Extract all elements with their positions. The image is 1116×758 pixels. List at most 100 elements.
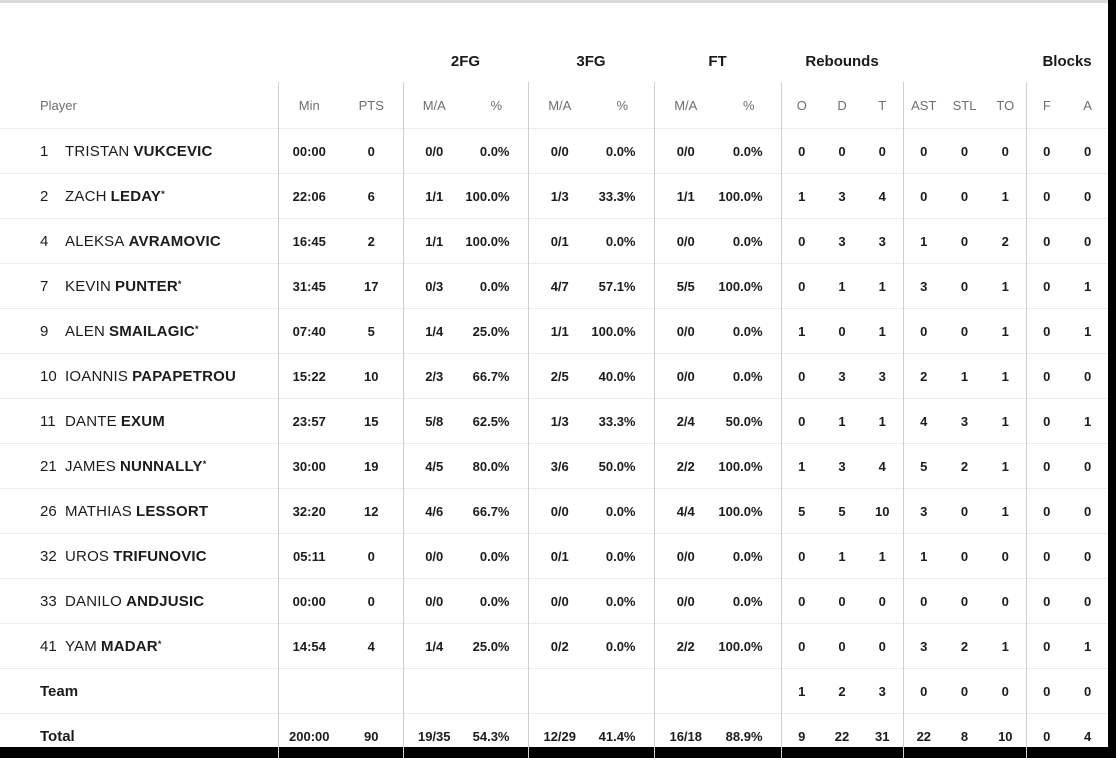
- blocks-for-cell: 0: [1026, 579, 1067, 624]
- turnovers-cell: 1: [985, 399, 1026, 444]
- rebound-total-cell: 4: [862, 444, 903, 489]
- fg2-percent-cell: 0.0%: [465, 264, 528, 309]
- blocks-against-cell: 0: [1067, 354, 1108, 399]
- rebound-total-cell: 1: [862, 399, 903, 444]
- turnovers-cell: 1: [985, 354, 1026, 399]
- minutes-cell: 14:54: [278, 624, 340, 669]
- fg2-percent-cell: 80.0%: [465, 444, 528, 489]
- rebound-defensive-cell: 0: [822, 624, 862, 669]
- ft-made-attempted-cell: 0/0: [654, 354, 717, 399]
- ft-percent-cell: 50.0%: [717, 399, 781, 444]
- blocks-against-cell: 1: [1067, 624, 1108, 669]
- player-last-name: SMAILAGIC: [109, 323, 195, 340]
- blocks-for-cell: 0: [1026, 534, 1067, 579]
- player-first-name: KEVIN: [65, 278, 111, 295]
- spacer: [0, 3, 278, 82]
- fg2-percent-cell: 0.0%: [465, 579, 528, 624]
- column-header-2fg-ma: M/A: [403, 82, 465, 129]
- rebound-defensive-cell: 3: [822, 444, 862, 489]
- rebound-offensive-cell: 0: [781, 579, 822, 624]
- ft-made-attempted-cell: 2/2: [654, 624, 717, 669]
- column-header-pts: PTS: [340, 82, 403, 129]
- ft-percent-cell: [717, 669, 781, 714]
- fg2-made-attempted-cell: 1/1: [403, 174, 465, 219]
- jersey-number: 21: [40, 458, 65, 475]
- jersey-number: 26: [40, 503, 65, 520]
- group-header-row: 2FG 3FG FT Rebounds Blocks: [0, 3, 1108, 82]
- rebound-offensive-cell: 0: [781, 219, 822, 264]
- fg3-made-attempted-cell: 12/29: [528, 714, 591, 758]
- ft-percent-cell: 0.0%: [717, 219, 781, 264]
- ft-percent-cell: 0.0%: [717, 309, 781, 354]
- ft-percent-cell: 0.0%: [717, 534, 781, 579]
- group-header-ft: FT: [654, 3, 781, 82]
- fg2-made-attempted-cell: 0/0: [403, 534, 465, 579]
- fg2-percent-cell: 25.0%: [465, 624, 528, 669]
- fg3-made-attempted-cell: 1/1: [528, 309, 591, 354]
- fg2-made-attempted-cell: [403, 669, 465, 714]
- steals-cell: 3: [944, 399, 985, 444]
- rebound-total-cell: 4: [862, 174, 903, 219]
- column-header-blk-f: F: [1026, 82, 1067, 129]
- total-row: Total 200:00 90 19/35 54.3% 12/29 41.4% …: [0, 714, 1108, 758]
- turnovers-cell: 1: [985, 174, 1026, 219]
- blocks-for-cell: 0: [1026, 264, 1067, 309]
- rebound-total-cell: 3: [862, 219, 903, 264]
- minutes-cell: 16:45: [278, 219, 340, 264]
- blocks-against-cell: 0: [1067, 669, 1108, 714]
- team-row: Team 1 2 3 0 0 0 0 0: [0, 669, 1108, 714]
- rebound-total-cell: 0: [862, 624, 903, 669]
- turnovers-cell: 10: [985, 714, 1026, 758]
- ft-made-attempted-cell: 0/0: [654, 534, 717, 579]
- blocks-against-cell: 1: [1067, 264, 1108, 309]
- assists-cell: 1: [903, 534, 944, 579]
- assists-cell: 0: [903, 669, 944, 714]
- points-cell: 2: [340, 219, 403, 264]
- ft-percent-cell: 100.0%: [717, 264, 781, 309]
- fg3-percent-cell: 0.0%: [591, 219, 654, 264]
- player-last-name: MADAR: [101, 638, 158, 655]
- blocks-against-cell: 0: [1067, 219, 1108, 264]
- player-first-name: ALEKSA: [65, 233, 125, 250]
- fg2-percent-cell: 100.0%: [465, 219, 528, 264]
- steals-cell: 2: [944, 444, 985, 489]
- starter-star-icon: *: [161, 189, 165, 199]
- assists-cell: 22: [903, 714, 944, 758]
- column-header-stl: STL: [944, 82, 985, 129]
- blocks-against-cell: 1: [1067, 309, 1108, 354]
- assists-cell: 1: [903, 219, 944, 264]
- turnovers-cell: 0: [985, 534, 1026, 579]
- rebound-offensive-cell: 0: [781, 354, 822, 399]
- ft-percent-cell: 0.0%: [717, 129, 781, 174]
- assists-cell: 0: [903, 579, 944, 624]
- turnovers-cell: 0: [985, 129, 1026, 174]
- group-header-blocks: Blocks: [1026, 3, 1108, 82]
- rebound-offensive-cell: 1: [781, 669, 822, 714]
- assists-cell: 3: [903, 264, 944, 309]
- fg2-percent-cell: 25.0%: [465, 309, 528, 354]
- spacer: [903, 3, 1026, 82]
- rebound-total-cell: 0: [862, 579, 903, 624]
- player-first-name: TRISTAN: [65, 143, 129, 160]
- points-cell: 0: [340, 534, 403, 579]
- ft-made-attempted-cell: 0/0: [654, 579, 717, 624]
- turnovers-cell: 1: [985, 264, 1026, 309]
- starter-star-icon: *: [195, 324, 199, 334]
- fg3-percent-cell: 0.0%: [591, 579, 654, 624]
- rebound-defensive-cell: 1: [822, 399, 862, 444]
- team-label: Team: [40, 683, 78, 700]
- fg3-made-attempted-cell: 2/5: [528, 354, 591, 399]
- ft-percent-cell: 100.0%: [717, 174, 781, 219]
- total-label: Total: [40, 728, 75, 745]
- player-first-name: UROS: [65, 548, 109, 565]
- turnovers-cell: 1: [985, 624, 1026, 669]
